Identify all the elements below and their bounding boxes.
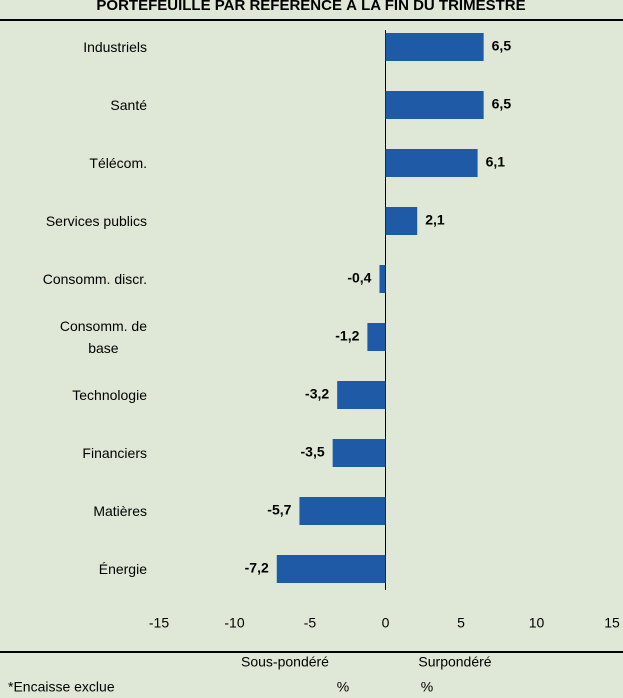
category-label: Matières xyxy=(93,503,147,519)
data-label: -1,2 xyxy=(335,328,359,344)
data-label: -7,2 xyxy=(245,560,269,576)
data-label: -3,5 xyxy=(301,444,325,460)
bar xyxy=(379,265,386,293)
data-label: -5,7 xyxy=(267,502,291,518)
annotation: % xyxy=(421,679,433,695)
category-label: Santé xyxy=(110,97,147,113)
data-label: -3,2 xyxy=(305,386,329,402)
data-label: 6,1 xyxy=(486,154,506,170)
bar xyxy=(385,91,484,119)
bar xyxy=(276,555,386,583)
x-tick-label: -15 xyxy=(149,615,169,631)
data-label: 6,5 xyxy=(492,38,512,54)
annotation: % xyxy=(337,679,349,695)
category-label: Consomm. de base xyxy=(59,318,147,356)
category-label: Technologie xyxy=(72,387,147,403)
bar xyxy=(385,149,478,177)
annotation: Sous-pondéré xyxy=(241,654,329,670)
x-tick-label: 15 xyxy=(604,615,620,631)
x-tick-label: 10 xyxy=(529,615,545,631)
category-label: Télécom. xyxy=(89,155,147,171)
data-label: -0,4 xyxy=(347,270,371,286)
x-tick-label: 0 xyxy=(382,615,390,631)
chart-title: PORTEFEUILLE PAR RÉFÉRENCE À LA FIN DU T… xyxy=(96,0,525,14)
bar xyxy=(337,381,386,409)
bar xyxy=(385,207,418,235)
bar xyxy=(385,33,484,61)
bar xyxy=(332,439,386,467)
category-label: Consomm. discr. xyxy=(42,271,147,287)
note: *Encaisse exclue xyxy=(8,679,115,695)
x-tick-label: -10 xyxy=(224,615,244,631)
x-tick-label: -5 xyxy=(304,615,317,631)
category-label: Financiers xyxy=(82,445,147,461)
bar xyxy=(299,497,386,525)
category-label: Services publics xyxy=(45,213,147,229)
annotation: Surpondéré xyxy=(418,654,491,670)
x-tick-label: 5 xyxy=(457,615,465,631)
data-label: 2,1 xyxy=(425,212,445,228)
bar xyxy=(367,323,386,351)
category-label: Énergie xyxy=(98,561,147,577)
category-label: Industriels xyxy=(83,39,147,55)
data-label: 6,5 xyxy=(492,96,512,112)
